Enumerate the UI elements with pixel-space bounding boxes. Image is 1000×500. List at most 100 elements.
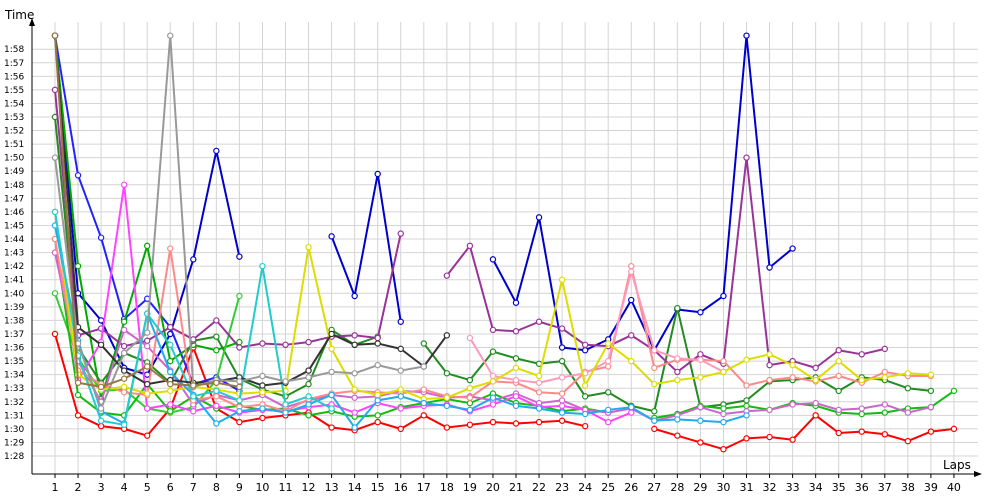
- data-point[interactable]: [213, 387, 220, 395]
- data-point[interactable]: [167, 368, 174, 376]
- data-point[interactable]: [397, 425, 404, 433]
- data-point[interactable]: [167, 357, 174, 365]
- data-point[interactable]: [143, 342, 151, 350]
- data-point[interactable]: [236, 344, 243, 351]
- data-point[interactable]: [812, 376, 819, 384]
- data-point[interactable]: [120, 383, 128, 391]
- data-point[interactable]: [374, 340, 381, 347]
- data-point[interactable]: [213, 379, 220, 386]
- data-point[interactable]: [581, 410, 589, 418]
- data-point[interactable]: [443, 370, 451, 377]
- data-point[interactable]: [674, 355, 681, 362]
- data-point[interactable]: [466, 242, 474, 250]
- data-point[interactable]: [651, 425, 658, 433]
- data-point[interactable]: [190, 382, 197, 389]
- data-point[interactable]: [351, 341, 358, 349]
- data-point[interactable]: [927, 428, 935, 435]
- data-point[interactable]: [904, 437, 912, 445]
- data-point[interactable]: [120, 326, 128, 334]
- data-point[interactable]: [697, 309, 704, 316]
- data-point[interactable]: [374, 391, 381, 399]
- data-point[interactable]: [697, 351, 704, 358]
- data-point[interactable]: [835, 347, 842, 354]
- data-point[interactable]: [143, 329, 151, 336]
- data-point[interactable]: [489, 394, 497, 401]
- data-point[interactable]: [881, 374, 889, 381]
- data-point[interactable]: [581, 347, 589, 354]
- data-point[interactable]: [927, 371, 935, 378]
- data-point[interactable]: [674, 432, 681, 439]
- data-point[interactable]: [858, 376, 865, 384]
- data-point[interactable]: [651, 347, 658, 354]
- data-point[interactable]: [512, 364, 520, 372]
- data-point[interactable]: [351, 332, 358, 339]
- data-point[interactable]: [305, 374, 312, 381]
- data-point[interactable]: [512, 393, 520, 400]
- data-point[interactable]: [305, 367, 312, 374]
- data-point[interactable]: [950, 425, 958, 433]
- data-point[interactable]: [351, 370, 358, 377]
- data-point[interactable]: [213, 347, 220, 354]
- data-point[interactable]: [190, 393, 197, 400]
- data-point[interactable]: [605, 389, 612, 396]
- data-point[interactable]: [236, 408, 243, 415]
- data-point[interactable]: [766, 361, 773, 369]
- data-point[interactable]: [74, 172, 82, 179]
- data-point[interactable]: [397, 386, 404, 393]
- data-point[interactable]: [443, 394, 451, 401]
- data-point[interactable]: [236, 418, 243, 426]
- data-point[interactable]: [858, 405, 865, 412]
- data-point[interactable]: [259, 389, 266, 396]
- data-point[interactable]: [74, 412, 82, 419]
- data-point[interactable]: [489, 418, 497, 426]
- data-point[interactable]: [651, 364, 658, 372]
- data-point[interactable]: [789, 436, 796, 443]
- data-point[interactable]: [51, 154, 59, 161]
- data-point[interactable]: [259, 414, 266, 422]
- data-point[interactable]: [120, 389, 128, 396]
- data-point[interactable]: [167, 401, 174, 408]
- data-point[interactable]: [674, 416, 681, 423]
- data-point[interactable]: [558, 344, 566, 351]
- data-point[interactable]: [489, 256, 497, 263]
- data-point[interactable]: [466, 406, 474, 414]
- data-point[interactable]: [51, 86, 59, 94]
- data-point[interactable]: [558, 417, 566, 424]
- data-point[interactable]: [558, 390, 566, 397]
- data-point[interactable]: [628, 262, 635, 270]
- data-point[interactable]: [535, 372, 543, 380]
- data-point[interactable]: [535, 379, 543, 386]
- data-point[interactable]: [259, 372, 266, 380]
- data-point[interactable]: [743, 356, 750, 363]
- data-point[interactable]: [305, 380, 312, 388]
- data-point[interactable]: [697, 403, 704, 411]
- data-point[interactable]: [835, 429, 842, 437]
- data-point[interactable]: [651, 417, 658, 424]
- data-point[interactable]: [397, 230, 404, 237]
- data-point[interactable]: [305, 412, 312, 419]
- data-point[interactable]: [374, 418, 381, 426]
- data-point[interactable]: [305, 243, 312, 251]
- data-point[interactable]: [881, 409, 889, 416]
- data-point[interactable]: [213, 333, 220, 340]
- data-point[interactable]: [143, 432, 151, 439]
- data-point[interactable]: [674, 368, 681, 376]
- data-point[interactable]: [51, 208, 59, 216]
- data-point[interactable]: [213, 147, 220, 155]
- data-point[interactable]: [881, 345, 889, 353]
- data-point[interactable]: [443, 272, 451, 279]
- data-point[interactable]: [512, 355, 520, 362]
- data-point[interactable]: [213, 393, 220, 400]
- data-point[interactable]: [512, 402, 520, 410]
- data-point[interactable]: [190, 408, 197, 415]
- data-point[interactable]: [628, 357, 635, 365]
- data-point[interactable]: [120, 318, 128, 325]
- data-point[interactable]: [789, 245, 796, 252]
- data-point[interactable]: [259, 405, 266, 412]
- data-point[interactable]: [143, 371, 151, 378]
- data-point[interactable]: [305, 401, 312, 408]
- data-point[interactable]: [558, 397, 566, 404]
- data-point[interactable]: [374, 361, 381, 369]
- data-point[interactable]: [766, 351, 773, 358]
- data-point[interactable]: [143, 242, 151, 250]
